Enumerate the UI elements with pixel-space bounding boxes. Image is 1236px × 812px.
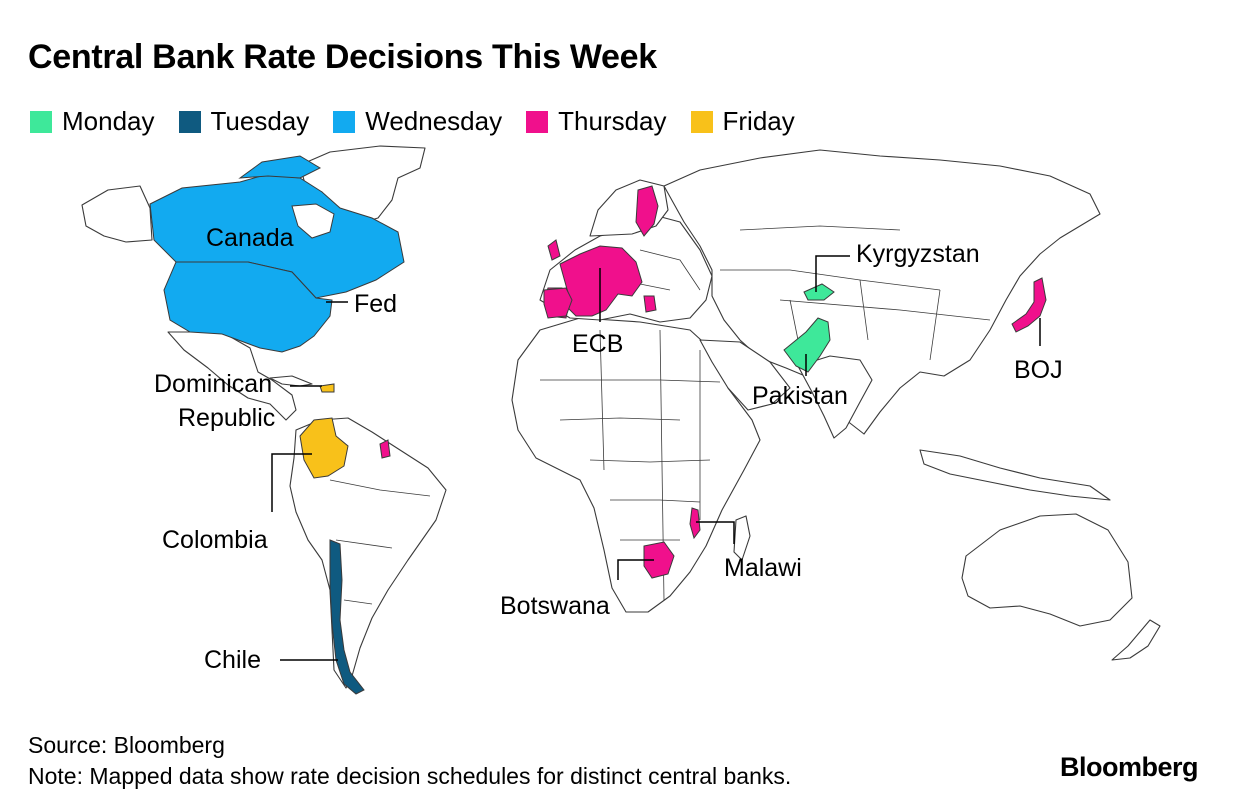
- botswana-leader-line: [617, 559, 654, 580]
- legend-swatch-friday: [690, 110, 713, 133]
- australia-shape: [961, 513, 1133, 627]
- label-chile: Chile: [204, 646, 261, 674]
- legend-label-monday: Monday: [62, 106, 155, 136]
- legend-swatch-thursday: [526, 110, 549, 133]
- greece-region: [643, 295, 657, 313]
- chart-title: Central Bank Rate Decisions This Week: [28, 38, 657, 76]
- africa-shape: [511, 317, 761, 613]
- label-boj: BOJ: [1014, 356, 1063, 384]
- legend-label-friday: Friday: [722, 106, 795, 136]
- kyrgyzstan-leader-line: [815, 255, 850, 292]
- malawi-region: [689, 507, 701, 540]
- source-note: Source: Bloomberg: [28, 732, 225, 758]
- french-guiana-region: [379, 439, 391, 459]
- indonesia-shape: [919, 449, 1111, 501]
- uk-region: [547, 239, 561, 261]
- label-malawi: Malawi: [724, 554, 802, 582]
- legend: Monday Tuesday Wednesday Thursday Friday: [30, 106, 819, 137]
- label-dominican-line2: Republic: [178, 404, 275, 432]
- legend-item-tuesday: Tuesday: [178, 106, 310, 137]
- label-fed: Fed: [354, 290, 397, 318]
- label-colombia: Colombia: [162, 526, 268, 554]
- data-note: Note: Mapped data show rate decision sch…: [28, 763, 792, 789]
- india-shape: [797, 355, 873, 439]
- malawi-leader-line: [696, 521, 735, 544]
- legend-swatch-tuesday: [178, 110, 201, 133]
- nordic-region: [635, 185, 659, 237]
- footer: Source: Bloomberg Note: Mapped data show…: [28, 730, 791, 792]
- label-canada: Canada: [206, 224, 294, 252]
- south-america-borders: [329, 479, 431, 605]
- canada-arctic-region: [238, 155, 322, 179]
- legend-item-friday: Friday: [690, 106, 795, 137]
- label-dominican-line1: Dominican: [154, 370, 272, 398]
- new-zealand-shape: [1111, 619, 1161, 661]
- colombia-leader-line: [271, 453, 312, 512]
- bloomberg-logo: Bloomberg: [1059, 752, 1199, 782]
- legend-label-wednesday: Wednesday: [365, 106, 503, 136]
- alaska-shape: [81, 185, 153, 243]
- botswana-region: [643, 541, 675, 579]
- legend-swatch-wednesday: [333, 110, 356, 133]
- cuba-shape: [269, 375, 313, 387]
- legend-item-thursday: Thursday: [526, 106, 667, 137]
- legend-swatch-monday: [30, 110, 52, 133]
- arabia-shape: [699, 339, 791, 411]
- kyrgyzstan-region: [803, 283, 835, 301]
- label-pakistan: Pakistan: [752, 382, 848, 410]
- legend-item-wednesday: Wednesday: [333, 106, 502, 137]
- label-kyrgyzstan: Kyrgyzstan: [856, 240, 980, 268]
- hudson-bay: [291, 203, 335, 239]
- dominican-republic-region: [319, 383, 335, 393]
- usa-region: [163, 261, 333, 353]
- asia-shape: [663, 149, 1101, 435]
- madagascar-shape: [733, 515, 751, 561]
- label-ecb: ECB: [572, 330, 623, 358]
- chile-region: [329, 539, 365, 695]
- legend-label-tuesday: Tuesday: [210, 106, 310, 136]
- legend-label-thursday: Thursday: [558, 106, 667, 136]
- south-america-shape: [289, 417, 447, 689]
- africa-borders: [540, 329, 721, 601]
- legend-item-monday: Monday: [30, 106, 155, 137]
- mexico-central-america-shape: [167, 331, 297, 421]
- asia-borders: [720, 225, 991, 361]
- iberia-region: [543, 287, 573, 319]
- japan-region: [1011, 277, 1047, 333]
- pakistan-region: [783, 317, 831, 373]
- colombia-region: [299, 417, 349, 479]
- label-botswana: Botswana: [500, 592, 610, 620]
